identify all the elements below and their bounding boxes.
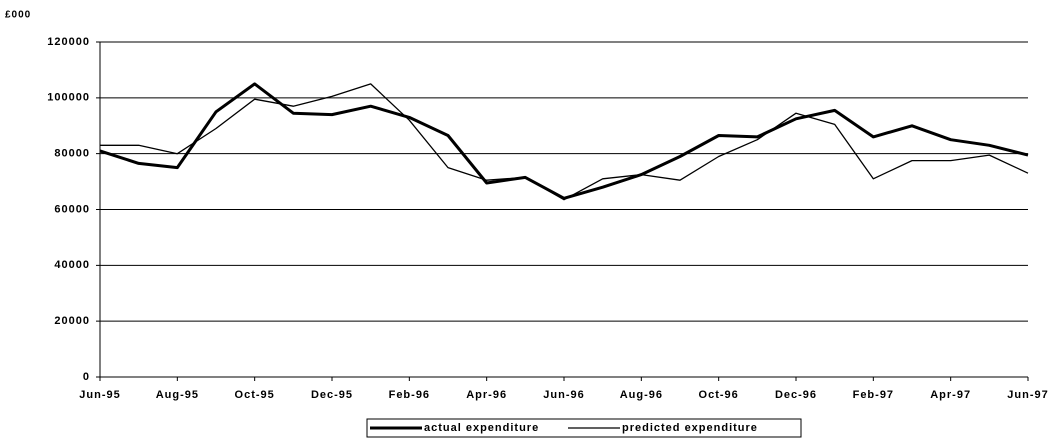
legend-label: actual expenditure: [424, 422, 539, 434]
x-tick-label: Dec-96: [775, 389, 817, 401]
x-tick-label: Aug-96: [620, 389, 663, 401]
y-tick-label: 40000: [54, 259, 90, 271]
x-tick-label: Feb-97: [853, 389, 894, 401]
y-tick-label: 120000: [47, 36, 90, 48]
series-line: [100, 83, 1029, 201]
x-tick-label: Oct-95: [235, 389, 275, 401]
y-tick-label: 80000: [54, 148, 90, 160]
series-line: [99, 82, 1029, 200]
x-tick-label: Apr-97: [930, 389, 971, 401]
y-tick-label: 20000: [54, 315, 90, 327]
x-tick-label: Jun-97: [1007, 389, 1048, 401]
x-tick-label: Jun-96: [543, 389, 584, 401]
x-tick-label: Apr-96: [466, 389, 507, 401]
x-tick-label: Feb-96: [389, 389, 430, 401]
y-axis-label: £000: [5, 10, 31, 21]
y-tick-label: 0: [83, 371, 90, 383]
legend-label: predicted expenditure: [622, 422, 758, 434]
x-tick-label: Aug-95: [156, 389, 199, 401]
x-tick-label: Oct-96: [699, 389, 739, 401]
y-tick-label: 100000: [47, 92, 90, 104]
x-tick-label: Jun-95: [79, 389, 120, 401]
legend-box: [366, 418, 802, 438]
y-tick-label: 60000: [54, 203, 90, 215]
x-tick-label: Dec-95: [311, 389, 353, 401]
